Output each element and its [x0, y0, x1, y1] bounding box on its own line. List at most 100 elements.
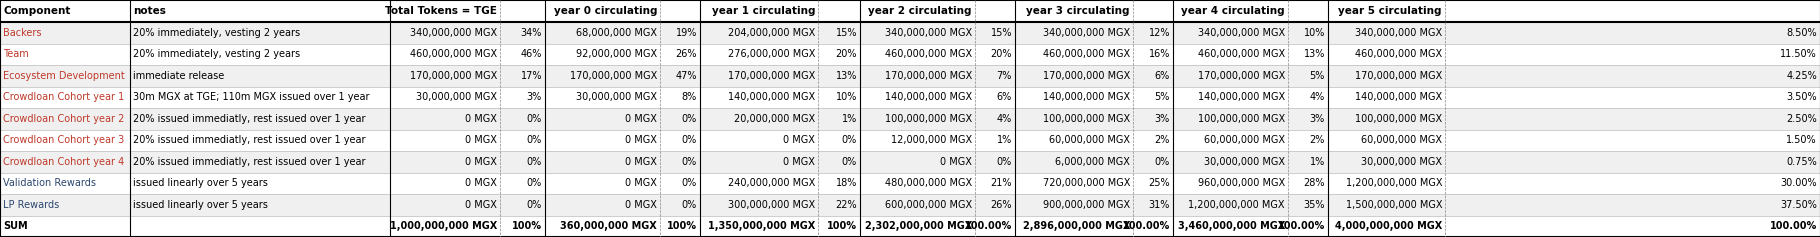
Text: year 0 circulating: year 0 circulating [553, 6, 657, 16]
Text: Crowdloan Cohort year 2: Crowdloan Cohort year 2 [4, 114, 124, 124]
Text: 0%: 0% [526, 135, 542, 145]
Text: 6%: 6% [997, 92, 1012, 102]
Text: 5%: 5% [1310, 71, 1325, 81]
Text: issued linearly over 5 years: issued linearly over 5 years [133, 200, 268, 210]
Text: 100,000,000 MGX: 100,000,000 MGX [885, 114, 972, 124]
Text: 20,000,000 MGX: 20,000,000 MGX [733, 114, 815, 124]
Text: 18%: 18% [835, 178, 857, 188]
Text: 340,000,000 MGX: 340,000,000 MGX [885, 28, 972, 38]
Text: 30,000,000 MGX: 30,000,000 MGX [1361, 157, 1441, 167]
Text: 0%: 0% [841, 157, 857, 167]
Text: 960,000,000 MGX: 960,000,000 MGX [1198, 178, 1285, 188]
Text: 0%: 0% [526, 200, 542, 210]
Text: 15%: 15% [835, 28, 857, 38]
Text: 37.50%: 37.50% [1780, 200, 1816, 210]
Text: 0 MGX: 0 MGX [466, 178, 497, 188]
Text: 0%: 0% [526, 157, 542, 167]
Text: SUM: SUM [4, 221, 27, 231]
Text: 0 MGX: 0 MGX [624, 200, 657, 210]
Text: 0%: 0% [682, 114, 697, 124]
Text: Team: Team [4, 49, 29, 59]
Text: 600,000,000 MGX: 600,000,000 MGX [885, 200, 972, 210]
Text: 0 MGX: 0 MGX [624, 178, 657, 188]
Text: 30m MGX at TGE; 110m MGX issued over 1 year: 30m MGX at TGE; 110m MGX issued over 1 y… [133, 92, 369, 102]
Text: 100%: 100% [511, 221, 542, 231]
Text: 170,000,000 MGX: 170,000,000 MGX [1043, 71, 1130, 81]
Text: 100.00%: 100.00% [1769, 221, 1816, 231]
Text: 0%: 0% [682, 135, 697, 145]
Text: 0 MGX: 0 MGX [624, 157, 657, 167]
Text: 2,302,000,000 MGX: 2,302,000,000 MGX [864, 221, 972, 231]
Text: 300,000,000 MGX: 300,000,000 MGX [728, 200, 815, 210]
Text: 21%: 21% [990, 178, 1012, 188]
Text: 28%: 28% [1303, 178, 1325, 188]
Text: 68,000,000 MGX: 68,000,000 MGX [575, 28, 657, 38]
Text: 170,000,000 MGX: 170,000,000 MGX [410, 71, 497, 81]
Text: 0 MGX: 0 MGX [624, 135, 657, 145]
Text: 7%: 7% [997, 71, 1012, 81]
Text: 1%: 1% [841, 114, 857, 124]
Text: 1%: 1% [997, 135, 1012, 145]
Text: 20%: 20% [990, 49, 1012, 59]
Text: 140,000,000 MGX: 140,000,000 MGX [1198, 92, 1285, 102]
Text: 13%: 13% [1303, 49, 1325, 59]
Text: 0%: 0% [682, 157, 697, 167]
Text: 100,000,000 MGX: 100,000,000 MGX [1198, 114, 1285, 124]
Text: 140,000,000 MGX: 140,000,000 MGX [1043, 92, 1130, 102]
Text: 20% immediately, vesting 2 years: 20% immediately, vesting 2 years [133, 49, 300, 59]
Text: 0%: 0% [526, 178, 542, 188]
Text: notes: notes [133, 6, 166, 16]
Text: 170,000,000 MGX: 170,000,000 MGX [570, 71, 657, 81]
Text: 47%: 47% [675, 71, 697, 81]
Text: 340,000,000 MGX: 340,000,000 MGX [1354, 28, 1441, 38]
Text: 30,000,000 MGX: 30,000,000 MGX [1205, 157, 1285, 167]
Text: 0 MGX: 0 MGX [466, 135, 497, 145]
Text: 460,000,000 MGX: 460,000,000 MGX [1354, 49, 1441, 59]
Text: 3%: 3% [1154, 114, 1170, 124]
Text: Crowdloan Cohort year 3: Crowdloan Cohort year 3 [4, 135, 124, 145]
Text: 1.50%: 1.50% [1787, 135, 1816, 145]
Text: 460,000,000 MGX: 460,000,000 MGX [410, 49, 497, 59]
Text: 22%: 22% [835, 200, 857, 210]
Text: 3%: 3% [1310, 114, 1325, 124]
Text: 340,000,000 MGX: 340,000,000 MGX [410, 28, 497, 38]
Text: 1,200,000,000 MGX: 1,200,000,000 MGX [1345, 178, 1441, 188]
Text: 20% immediately, vesting 2 years: 20% immediately, vesting 2 years [133, 28, 300, 38]
Text: 20%: 20% [835, 49, 857, 59]
Text: 2,896,000,000 MGX: 2,896,000,000 MGX [1023, 221, 1130, 231]
Text: 170,000,000 MGX: 170,000,000 MGX [728, 71, 815, 81]
Text: 26%: 26% [990, 200, 1012, 210]
Text: LP Rewards: LP Rewards [4, 200, 60, 210]
Text: 11.50%: 11.50% [1780, 49, 1816, 59]
Text: 8.50%: 8.50% [1787, 28, 1816, 38]
Text: 0 MGX: 0 MGX [783, 135, 815, 145]
Text: 2.50%: 2.50% [1785, 114, 1816, 124]
Text: 1,200,000,000 MGX: 1,200,000,000 MGX [1188, 200, 1285, 210]
Text: year 5 circulating: year 5 circulating [1338, 6, 1441, 16]
Text: 30,000,000 MGX: 30,000,000 MGX [575, 92, 657, 102]
Text: 900,000,000 MGX: 900,000,000 MGX [1043, 200, 1130, 210]
Text: 4%: 4% [997, 114, 1012, 124]
Text: 0%: 0% [682, 178, 697, 188]
Text: 100%: 100% [666, 221, 697, 231]
Text: 240,000,000 MGX: 240,000,000 MGX [728, 178, 815, 188]
Text: 16%: 16% [1148, 49, 1170, 59]
Text: 460,000,000 MGX: 460,000,000 MGX [1198, 49, 1285, 59]
Text: 0 MGX: 0 MGX [466, 200, 497, 210]
Text: 276,000,000 MGX: 276,000,000 MGX [728, 49, 815, 59]
Text: 3.50%: 3.50% [1787, 92, 1816, 102]
Text: 1,500,000,000 MGX: 1,500,000,000 MGX [1345, 200, 1441, 210]
Text: Ecosystem Development: Ecosystem Development [4, 71, 126, 81]
Text: 8%: 8% [682, 92, 697, 102]
Text: 31%: 31% [1148, 200, 1170, 210]
Text: 100.00%: 100.00% [965, 221, 1012, 231]
Text: 0%: 0% [997, 157, 1012, 167]
Text: 204,000,000 MGX: 204,000,000 MGX [728, 28, 815, 38]
Text: 0 MGX: 0 MGX [466, 157, 497, 167]
Text: 100.00%: 100.00% [1278, 221, 1325, 231]
Text: 60,000,000 MGX: 60,000,000 MGX [1048, 135, 1130, 145]
Text: 30.00%: 30.00% [1780, 178, 1816, 188]
Text: year 2 circulating: year 2 circulating [868, 6, 972, 16]
Text: 60,000,000 MGX: 60,000,000 MGX [1361, 135, 1441, 145]
Text: 0%: 0% [526, 114, 542, 124]
